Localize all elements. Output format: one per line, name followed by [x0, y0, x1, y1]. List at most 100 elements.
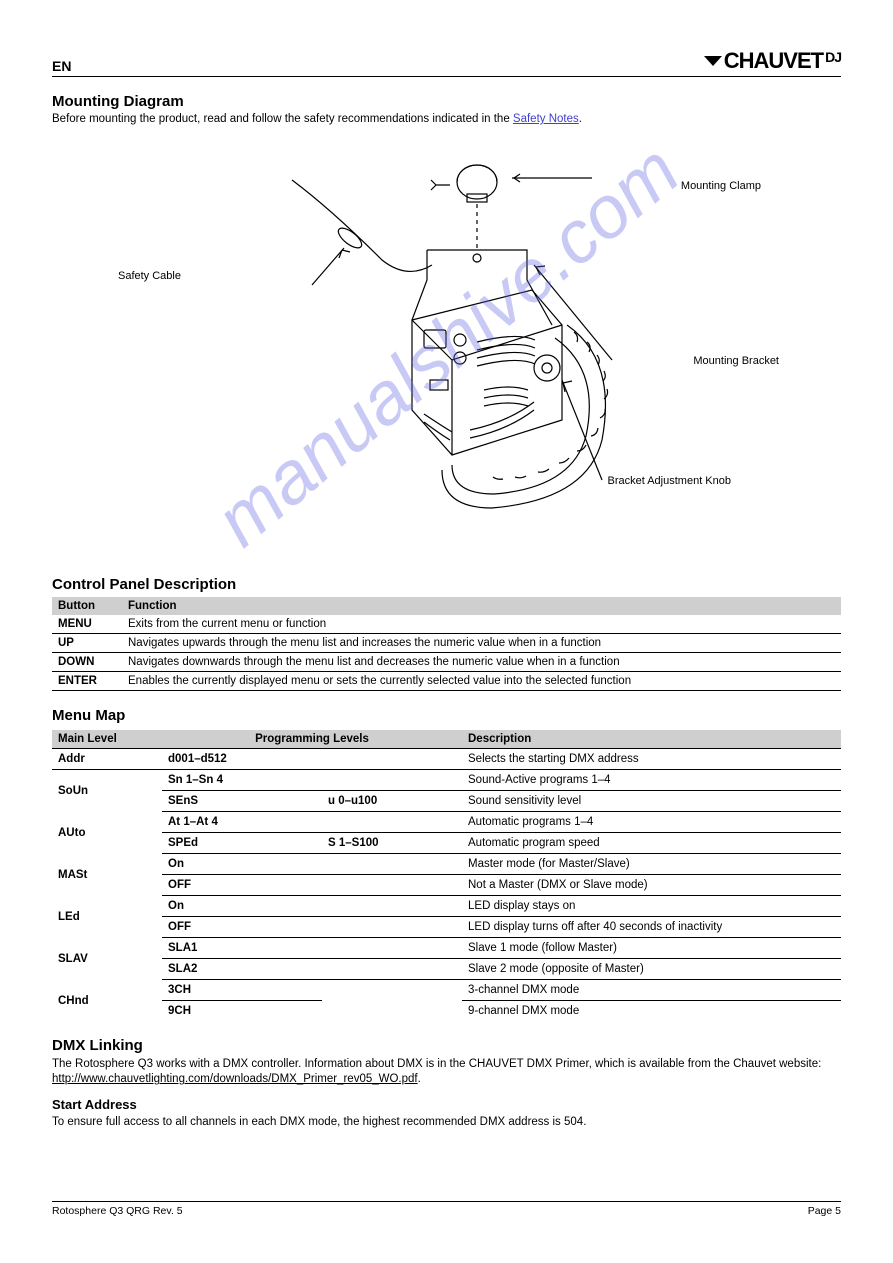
mm-desc-9: Slave 1 mode (follow Master): [462, 938, 841, 959]
mounting-intro: Before mounting the product, read and fo…: [52, 112, 841, 126]
mm-main-9: SLAV: [52, 938, 162, 980]
mm-main-3: AUto: [52, 812, 162, 854]
brand-logo: CHAUVET DJ: [704, 48, 841, 74]
ctl-fn-1: Navigates upwards through the menu list …: [122, 634, 841, 653]
mounting-intro-suffix: .: [579, 113, 582, 125]
mm-desc-5: Master mode (for Master/Slave): [462, 854, 841, 875]
ctl-fn-2: Navigates downwards through the menu lis…: [122, 653, 841, 672]
page-footer: Rotosphere Q3 QRG Rev. 5 Page 5: [52, 1201, 841, 1217]
mm-prog-2a: SEnS: [162, 791, 322, 812]
table-row: SLA2 Slave 2 mode (opposite of Master): [52, 959, 841, 980]
mm-desc-11: 3-channel DMX mode: [462, 980, 841, 1001]
mm-main-7: LEd: [52, 896, 162, 938]
mm-main-0: Addr: [52, 749, 162, 770]
table-row: SEnS u 0–u100 Sound sensitivity level: [52, 791, 841, 812]
clamp-icon: [431, 165, 497, 202]
menu-map-title: Menu Map: [52, 707, 841, 724]
table-row: UP Navigates upwards through the menu li…: [52, 634, 841, 653]
th-button: Button: [52, 597, 122, 615]
mm-prog-4a: SPEd: [162, 833, 322, 854]
mm-desc-2: Sound sensitivity level: [462, 791, 841, 812]
mm-prog-8: OFF: [162, 917, 462, 938]
table-row: SoUn Sn 1–Sn 4 Sound-Active programs 1–4: [52, 770, 841, 791]
ctl-btn-2: DOWN: [52, 653, 122, 672]
mm-prog-3: At 1–At 4: [162, 812, 462, 833]
mm-desc-0: Selects the starting DMX address: [462, 749, 841, 770]
table-row: DOWN Navigates downwards through the men…: [52, 653, 841, 672]
mm-main-11: CHnd: [52, 980, 162, 1022]
mounting-title: Mounting Diagram: [52, 93, 841, 110]
mm-prog-12: 9CH: [162, 1001, 322, 1022]
table-row: LEd On LED display stays on: [52, 896, 841, 917]
mm-prog-2b: u 0–u100: [322, 791, 462, 812]
callout-knob: Bracket Adjustment Knob: [607, 475, 731, 487]
device-body-icon: [412, 290, 562, 455]
mounting-intro-prefix: Before mounting the product, read and fo…: [52, 113, 513, 125]
mounting-diagram: manualshive.com: [52, 130, 841, 560]
control-panel-title: Control Panel Description: [52, 576, 841, 593]
mm-prog-11: 3CH: [162, 980, 322, 1001]
mm-desc-8: LED display turns off after 40 seconds o…: [462, 917, 841, 938]
logo-suffix: DJ: [825, 49, 841, 65]
mm-desc-3: Automatic programs 1–4: [462, 812, 841, 833]
logo-text: CHAUVET: [724, 48, 823, 74]
th-desc: Description: [462, 730, 841, 749]
table-row: CHnd 3CH 3-channel DMX mode: [52, 980, 841, 1001]
safety-notes-link[interactable]: Safety Notes: [513, 113, 579, 125]
mm-main-1: SoUn: [52, 770, 162, 812]
ctl-btn-0: MENU: [52, 615, 122, 634]
mm-prog-1: Sn 1–Sn 4: [162, 770, 462, 791]
th-main: Main Level: [52, 730, 162, 749]
table-row: MENU Exits from the current menu or func…: [52, 615, 841, 634]
th-prog: Programming Levels: [162, 730, 462, 749]
mm-prog-4b: S 1–S100: [322, 833, 462, 854]
table-row: Addr d001–d512 Selects the starting DMX …: [52, 749, 841, 770]
dmx-url-link[interactable]: http://www.chauvetlighting.com/downloads…: [52, 1073, 418, 1085]
control-panel-table: Button Function MENU Exits from the curr…: [52, 597, 841, 691]
table-row: SPEd S 1–S100 Automatic program speed: [52, 833, 841, 854]
dmx-p2: .: [418, 1073, 421, 1085]
mm-prog-10: SLA2: [162, 959, 462, 980]
footer-right: Page 5: [808, 1205, 841, 1217]
ctl-fn-0: Exits from the current menu or function: [122, 615, 841, 634]
mm-prog-0: d001–d512: [162, 749, 462, 770]
knob-icon: [534, 355, 560, 381]
table-row: OFF LED display turns off after 40 secon…: [52, 917, 841, 938]
mm-desc-6: Not a Master (DMX or Slave mode): [462, 875, 841, 896]
table-header-row: Button Function: [52, 597, 841, 615]
mm-prog-9: SLA1: [162, 938, 462, 959]
callout-clamp: Mounting Clamp: [681, 180, 761, 192]
mm-desc-4: Automatic program speed: [462, 833, 841, 854]
table-header-row: Main Level Programming Levels Descriptio…: [52, 730, 841, 749]
mm-desc-12: 9-channel DMX mode: [462, 1001, 841, 1022]
start-address-text: To ensure full access to all channels in…: [52, 1115, 841, 1130]
mm-prog-6: OFF: [162, 875, 462, 896]
callout-bracket: Mounting Bracket: [693, 355, 779, 367]
mm-main-5: MASt: [52, 854, 162, 896]
dmx-paragraph: The Rotosphere Q3 works with a DMX contr…: [52, 1057, 841, 1087]
mm-prog-5: On: [162, 854, 462, 875]
safety-cable-icon: [292, 180, 432, 271]
dmx-title: DMX Linking: [52, 1037, 841, 1054]
table-row: AUto At 1–At 4 Automatic programs 1–4: [52, 812, 841, 833]
menu-map-table: Main Level Programming Levels Descriptio…: [52, 730, 841, 1021]
th-function: Function: [122, 597, 841, 615]
logo-chevron-icon: [704, 56, 722, 66]
table-row: MASt On Master mode (for Master/Slave): [52, 854, 841, 875]
table-row: ENTER Enables the currently displayed me…: [52, 672, 841, 691]
mm-desc-7: LED display stays on: [462, 896, 841, 917]
callout-cable: Safety Cable: [118, 270, 181, 282]
start-address-title: Start Address: [52, 1097, 841, 1112]
product-illustration: [252, 130, 682, 560]
bracket-icon: [412, 250, 552, 325]
ctl-fn-3: Enables the currently displayed menu or …: [122, 672, 841, 691]
header-left-label: EN: [52, 58, 71, 74]
mm-desc-10: Slave 2 mode (opposite of Master): [462, 959, 841, 980]
mm-prog-7: On: [162, 896, 462, 917]
ctl-btn-3: ENTER: [52, 672, 122, 691]
footer-left: Rotosphere Q3 QRG Rev. 5: [52, 1205, 183, 1217]
table-row: SLAV SLA1 Slave 1 mode (follow Master): [52, 938, 841, 959]
ctl-btn-1: UP: [52, 634, 122, 653]
mm-desc-1: Sound-Active programs 1–4: [462, 770, 841, 791]
dmx-p1: The Rotosphere Q3 works with a DMX contr…: [52, 1058, 821, 1070]
